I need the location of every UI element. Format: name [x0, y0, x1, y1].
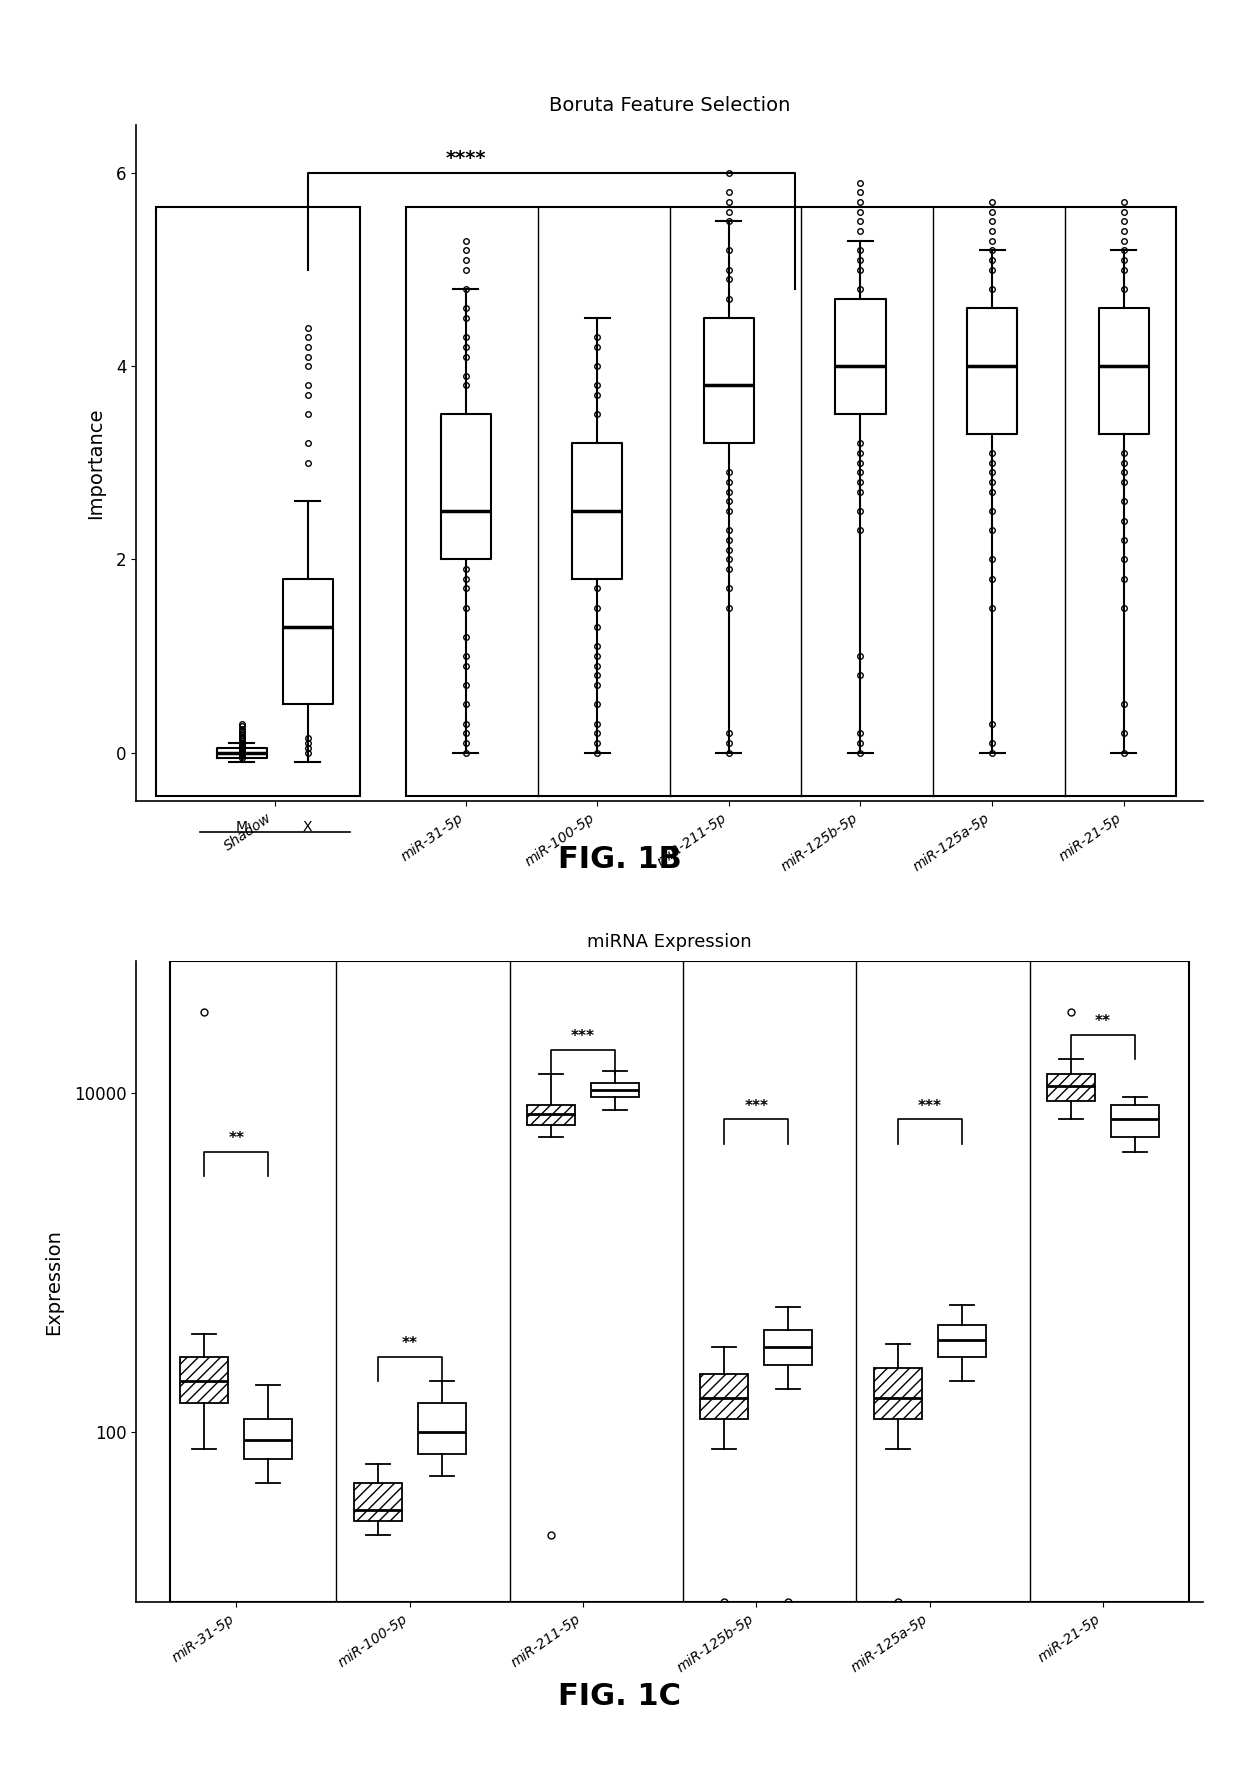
Text: ***: *** [570, 1029, 595, 1045]
Text: **: ** [1095, 1015, 1111, 1029]
Bar [156, 206, 360, 796]
PathPatch shape [527, 1105, 575, 1125]
PathPatch shape [873, 1367, 921, 1419]
PathPatch shape [1111, 1105, 1159, 1137]
PathPatch shape [937, 1324, 986, 1356]
PathPatch shape [244, 1419, 293, 1458]
PathPatch shape [701, 1374, 748, 1419]
Bar [407, 206, 1177, 796]
Text: M: M [236, 821, 248, 835]
Text: ***: *** [744, 1098, 769, 1114]
Title: Boruta Feature Selection: Boruta Feature Selection [549, 96, 790, 114]
Y-axis label: Importance: Importance [86, 408, 105, 518]
Text: **: ** [228, 1132, 244, 1146]
PathPatch shape [1047, 1073, 1095, 1102]
PathPatch shape [764, 1330, 812, 1365]
Text: ****: **** [445, 150, 486, 167]
PathPatch shape [418, 1403, 466, 1454]
Y-axis label: Expression: Expression [43, 1228, 63, 1335]
Text: X: X [303, 821, 312, 835]
PathPatch shape [353, 1483, 402, 1522]
PathPatch shape [180, 1356, 228, 1403]
Title: miRNA Expression: miRNA Expression [588, 933, 751, 951]
Text: FIG. 1B: FIG. 1B [558, 846, 682, 874]
Text: ***: *** [918, 1098, 941, 1114]
Text: FIG. 1C: FIG. 1C [558, 1682, 682, 1711]
PathPatch shape [591, 1082, 639, 1096]
Text: **: ** [402, 1335, 418, 1351]
